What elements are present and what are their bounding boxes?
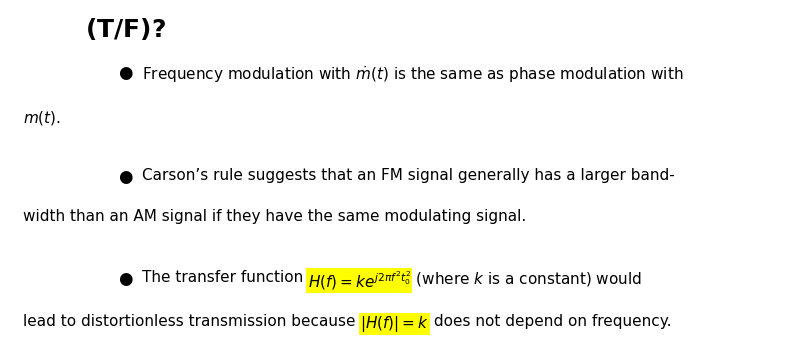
Text: $H(f) = ke^{j2\pi f^2 t_0^2}$: $H(f) = ke^{j2\pi f^2 t_0^2}$ — [307, 270, 411, 292]
Text: does not depend on frequency.: does not depend on frequency. — [429, 314, 671, 329]
Text: lead to distortionless transmission because: lead to distortionless transmission beca… — [23, 314, 360, 329]
Text: Frequency modulation with $\dot{m}(t)$ is the same as phase modulation with: Frequency modulation with $\dot{m}(t)$ i… — [142, 64, 683, 85]
Text: $|H(f)| = k$: $|H(f)| = k$ — [360, 314, 429, 334]
Text: ●: ● — [118, 168, 133, 186]
Text: $m(t)$.: $m(t)$. — [23, 109, 61, 127]
Text: ●: ● — [118, 270, 133, 287]
Text: ●: ● — [118, 64, 133, 82]
Text: width than an AM signal if they have the same modulating signal.: width than an AM signal if they have the… — [23, 209, 526, 224]
Text: $\mathbf{(T/F)?}$: $\mathbf{(T/F)?}$ — [85, 16, 166, 42]
Text: (where $k$ is a constant) would: (where $k$ is a constant) would — [411, 270, 642, 287]
Text: Carson’s rule suggests that an FM signal generally has a larger band-: Carson’s rule suggests that an FM signal… — [142, 168, 675, 183]
Text: The transfer function: The transfer function — [142, 270, 307, 285]
